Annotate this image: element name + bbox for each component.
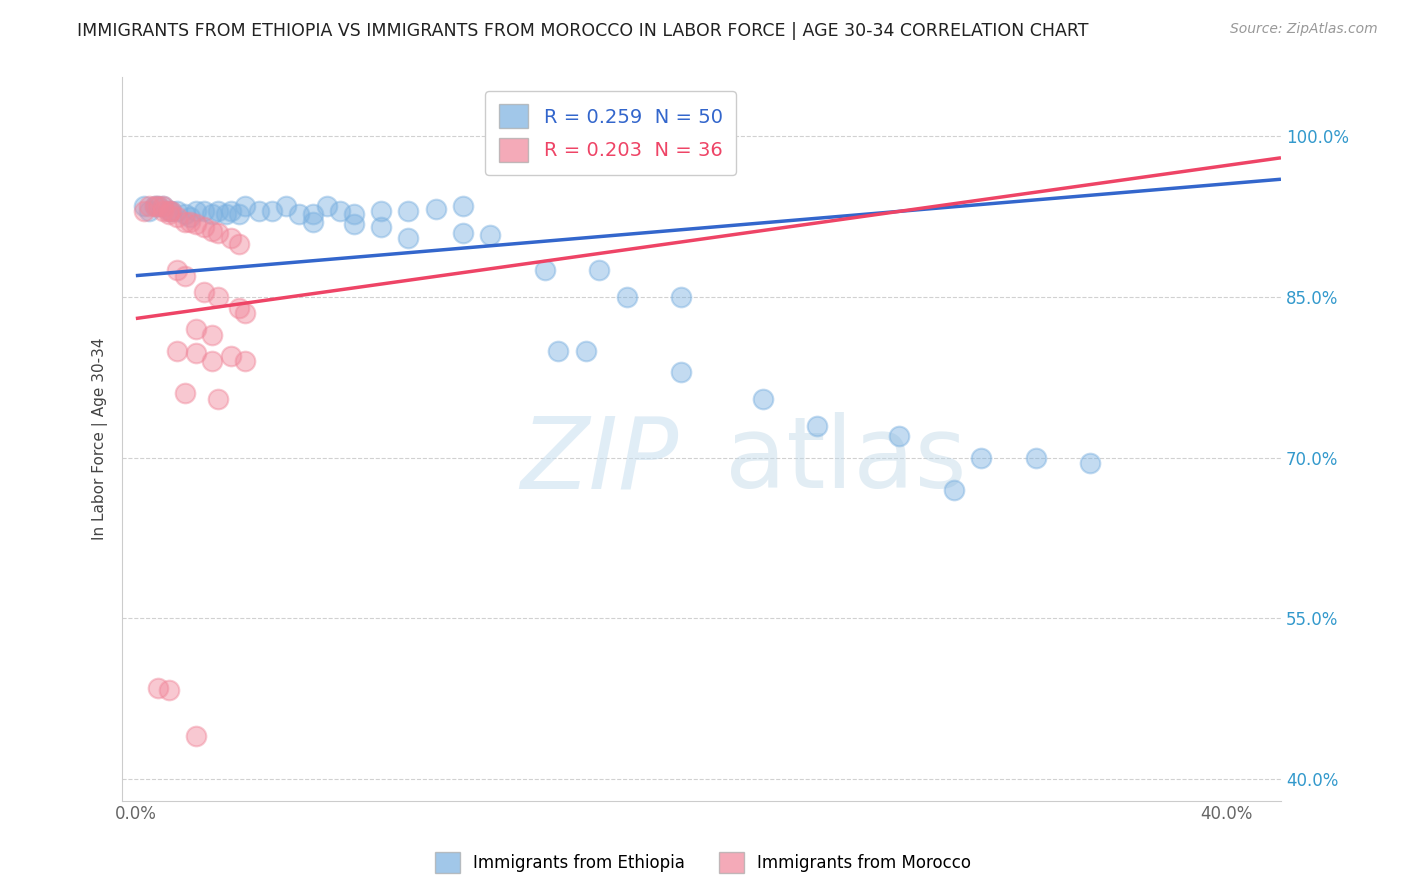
Point bbox=[343, 217, 366, 231]
Text: atlas: atlas bbox=[724, 412, 966, 509]
Point bbox=[184, 322, 207, 336]
Point bbox=[193, 220, 215, 235]
Point bbox=[201, 206, 224, 220]
Point bbox=[143, 199, 166, 213]
Point bbox=[806, 418, 828, 433]
Point bbox=[425, 202, 447, 217]
Point bbox=[575, 343, 598, 358]
Point bbox=[451, 199, 474, 213]
Point bbox=[370, 204, 392, 219]
Point bbox=[398, 204, 420, 219]
Point bbox=[152, 199, 174, 213]
Point bbox=[193, 285, 215, 299]
Point bbox=[329, 204, 352, 219]
Point bbox=[174, 386, 197, 401]
Point bbox=[132, 204, 155, 219]
Point bbox=[201, 354, 224, 368]
Point bbox=[201, 327, 224, 342]
Point bbox=[228, 206, 250, 220]
Point bbox=[160, 204, 183, 219]
Y-axis label: In Labor Force | Age 30-34: In Labor Force | Age 30-34 bbox=[93, 338, 108, 541]
Point bbox=[174, 268, 197, 283]
Point bbox=[146, 199, 169, 213]
Point bbox=[184, 204, 207, 219]
Point bbox=[184, 345, 207, 359]
Point bbox=[288, 206, 311, 220]
Point bbox=[179, 215, 201, 229]
Point bbox=[138, 199, 160, 213]
Point bbox=[157, 683, 180, 698]
Point bbox=[533, 263, 555, 277]
Point bbox=[207, 226, 229, 240]
Point bbox=[157, 204, 180, 219]
Point bbox=[669, 290, 692, 304]
Point bbox=[166, 263, 188, 277]
Point bbox=[132, 199, 155, 213]
Point bbox=[1078, 456, 1101, 470]
Point bbox=[219, 231, 242, 245]
Point bbox=[174, 215, 197, 229]
Point bbox=[970, 450, 993, 465]
Point bbox=[247, 204, 270, 219]
Point bbox=[669, 365, 692, 379]
Point bbox=[160, 204, 183, 219]
Point bbox=[233, 199, 256, 213]
Point bbox=[146, 199, 169, 213]
Point bbox=[262, 204, 284, 219]
Point bbox=[588, 263, 610, 277]
Point bbox=[547, 343, 569, 358]
Point bbox=[315, 199, 337, 213]
Point bbox=[228, 301, 250, 315]
Point bbox=[143, 199, 166, 213]
Point bbox=[302, 215, 325, 229]
Point bbox=[207, 392, 229, 406]
Point bbox=[146, 681, 169, 695]
Point bbox=[193, 204, 215, 219]
Point bbox=[184, 729, 207, 743]
Text: Source: ZipAtlas.com: Source: ZipAtlas.com bbox=[1230, 22, 1378, 37]
Point bbox=[166, 204, 188, 219]
Point bbox=[215, 206, 238, 220]
Legend: R = 0.259  N = 50, R = 0.203  N = 36: R = 0.259 N = 50, R = 0.203 N = 36 bbox=[485, 91, 737, 175]
Point bbox=[201, 224, 224, 238]
Point bbox=[219, 204, 242, 219]
Point bbox=[752, 392, 775, 406]
Point bbox=[152, 204, 174, 219]
Point bbox=[157, 204, 180, 219]
Text: ZIP: ZIP bbox=[520, 412, 679, 509]
Point bbox=[228, 236, 250, 251]
Text: IMMIGRANTS FROM ETHIOPIA VS IMMIGRANTS FROM MOROCCO IN LABOR FORCE | AGE 30-34 C: IMMIGRANTS FROM ETHIOPIA VS IMMIGRANTS F… bbox=[77, 22, 1088, 40]
Point bbox=[479, 227, 502, 242]
Point bbox=[166, 343, 188, 358]
Point bbox=[157, 206, 180, 220]
Point bbox=[942, 483, 965, 497]
Point bbox=[302, 206, 325, 220]
Point bbox=[233, 306, 256, 320]
Point bbox=[179, 210, 201, 224]
Point bbox=[370, 220, 392, 235]
Point bbox=[207, 290, 229, 304]
Point bbox=[274, 199, 297, 213]
Point bbox=[219, 349, 242, 363]
Point bbox=[451, 226, 474, 240]
Point bbox=[398, 231, 420, 245]
Point bbox=[184, 217, 207, 231]
Legend: Immigrants from Ethiopia, Immigrants from Morocco: Immigrants from Ethiopia, Immigrants fro… bbox=[429, 846, 977, 880]
Point bbox=[343, 206, 366, 220]
Point bbox=[166, 210, 188, 224]
Point bbox=[138, 204, 160, 219]
Point bbox=[174, 206, 197, 220]
Point bbox=[207, 204, 229, 219]
Point bbox=[152, 199, 174, 213]
Point bbox=[233, 354, 256, 368]
Point bbox=[616, 290, 638, 304]
Point bbox=[889, 429, 911, 443]
Point bbox=[1025, 450, 1047, 465]
